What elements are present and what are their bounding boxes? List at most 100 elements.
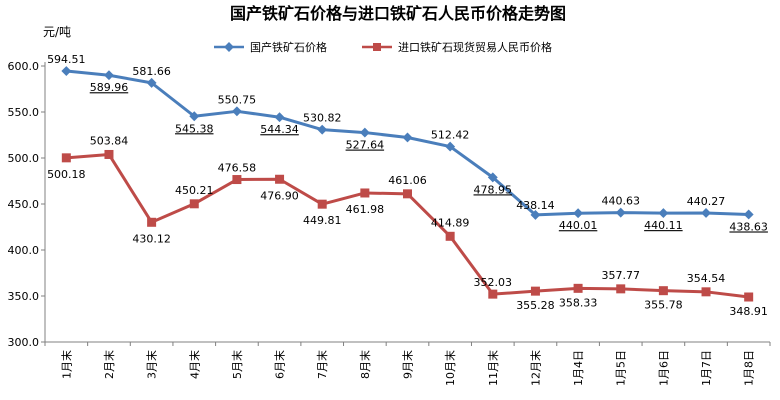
- data-point: [231, 106, 242, 117]
- legend-item-domestic: 国产铁矿石价格: [214, 40, 327, 54]
- x-tick-label: 2月末: [102, 350, 116, 379]
- data-point: [616, 284, 626, 294]
- y-tick-label: 300.0: [8, 336, 40, 349]
- data-point: [701, 287, 711, 297]
- data-label: 527.64: [346, 139, 385, 152]
- data-label: 440.11: [644, 219, 683, 232]
- legend: 国产铁矿石价格 进口铁矿石现货贸易人民币价格: [214, 40, 552, 54]
- data-label: 352.03: [474, 276, 513, 289]
- data-label: 357.77: [601, 269, 640, 282]
- data-label: 478.95: [474, 183, 513, 196]
- data-label: 440.63: [601, 195, 640, 208]
- data-point: [445, 231, 455, 241]
- chart-title: 国产铁矿石价格与进口铁矿石人民币价格走势图: [230, 4, 566, 23]
- data-point: [189, 111, 200, 122]
- y-tick-label: 600.0: [8, 60, 40, 73]
- data-label: 530.82: [303, 112, 342, 125]
- data-label: 476.90: [260, 189, 299, 202]
- x-tick-label: 3月末: [145, 350, 159, 379]
- legend-marker-domestic: [224, 42, 234, 52]
- y-tick-label: 400.0: [8, 244, 40, 257]
- x-axis-ticks: 1月末 2月末 3月末 4月末 5月末 6月末 7月末 8月末 9月末 10月末 11月末 12月末 1…: [44, 342, 771, 386]
- x-tick-label: 7月末: [315, 350, 329, 379]
- axes: [44, 62, 770, 343]
- data-point: [317, 124, 328, 135]
- x-tick-label: 1月4日: [572, 350, 585, 386]
- data-point: [61, 66, 72, 77]
- data-label: 550.75: [218, 93, 257, 106]
- x-tick-label: 1月末: [59, 350, 73, 379]
- data-point: [530, 209, 541, 220]
- x-tick-label: 1月6日: [657, 350, 670, 386]
- data-label: 440.27: [687, 195, 726, 208]
- data-label: 355.28: [516, 299, 555, 312]
- x-tick-label: 12月末: [528, 350, 542, 386]
- data-point: [615, 207, 626, 218]
- data-label: 581.66: [132, 65, 171, 78]
- data-point: [104, 70, 114, 81]
- data-label: 414.89: [431, 216, 470, 229]
- x-tick-label: 8月末: [358, 350, 372, 379]
- y-tick-label: 550.0: [8, 106, 40, 119]
- data-point: [403, 189, 412, 199]
- data-point: [573, 208, 584, 219]
- x-tick-label: 1月5日: [615, 350, 628, 386]
- x-tick-label: 9月末: [401, 350, 415, 379]
- data-label: 440.01: [559, 219, 598, 232]
- data-point: [274, 112, 285, 123]
- x-tick-label: 1月8日: [743, 350, 756, 386]
- data-label: 348.91: [729, 305, 768, 318]
- y-axis-unit-label: 元/吨: [43, 25, 71, 39]
- data-point: [402, 132, 413, 143]
- series-imported: 500.18 503.84 430.12 450.21 476.58 476.90 449.…: [47, 134, 768, 318]
- data-point: [487, 172, 498, 183]
- data-point: [146, 77, 157, 88]
- data-label: 512.42: [431, 129, 470, 142]
- legend-label-imported: 进口铁矿石现货贸易人民币价格: [398, 40, 552, 54]
- x-tick-label: 10月末: [443, 350, 457, 386]
- data-label: 449.81: [303, 214, 342, 227]
- y-axis-ticks: 300.0 350.0 400.0 450.0 500.0 550.0 600.0: [8, 60, 45, 349]
- data-label: 430.12: [132, 232, 171, 245]
- data-label: 450.21: [175, 184, 214, 197]
- data-point: [275, 174, 285, 184]
- data-label: 354.54: [687, 272, 726, 285]
- x-tick-label: 6月末: [273, 350, 287, 379]
- data-label: 438.14: [516, 199, 555, 212]
- data-label: 461.98: [346, 203, 385, 216]
- data-label: 503.84: [90, 134, 129, 147]
- data-point: [360, 188, 370, 198]
- data-label: 500.18: [47, 168, 86, 181]
- y-tick-label: 450.0: [8, 198, 40, 211]
- x-tick-label: 11月末: [486, 350, 500, 386]
- data-point: [573, 283, 583, 293]
- data-point: [317, 199, 327, 209]
- data-label: 545.38: [175, 122, 214, 135]
- data-point: [744, 292, 754, 302]
- data-label: 476.58: [218, 162, 257, 175]
- data-point: [701, 208, 711, 218]
- legend-label-domestic: 国产铁矿石价格: [250, 40, 327, 54]
- data-label: 544.34: [260, 123, 299, 136]
- legend-item-imported: 进口铁矿石现货贸易人民币价格: [362, 40, 552, 54]
- data-label: 358.33: [559, 296, 598, 309]
- y-tick-label: 500.0: [8, 152, 40, 165]
- legend-marker-imported: [373, 43, 381, 51]
- data-point: [147, 217, 157, 227]
- data-point: [658, 208, 669, 219]
- y-tick-label: 350.0: [8, 290, 40, 303]
- data-label: 589.96: [90, 81, 129, 94]
- x-tick-label: 4月末: [187, 350, 201, 379]
- data-label: 355.78: [644, 299, 683, 312]
- data-point: [232, 175, 242, 185]
- data-point: [488, 289, 498, 299]
- data-point: [445, 141, 456, 152]
- data-point: [189, 199, 199, 209]
- data-label: 438.63: [729, 220, 768, 233]
- data-point: [359, 127, 370, 138]
- data-point: [61, 153, 71, 163]
- data-point: [530, 286, 540, 296]
